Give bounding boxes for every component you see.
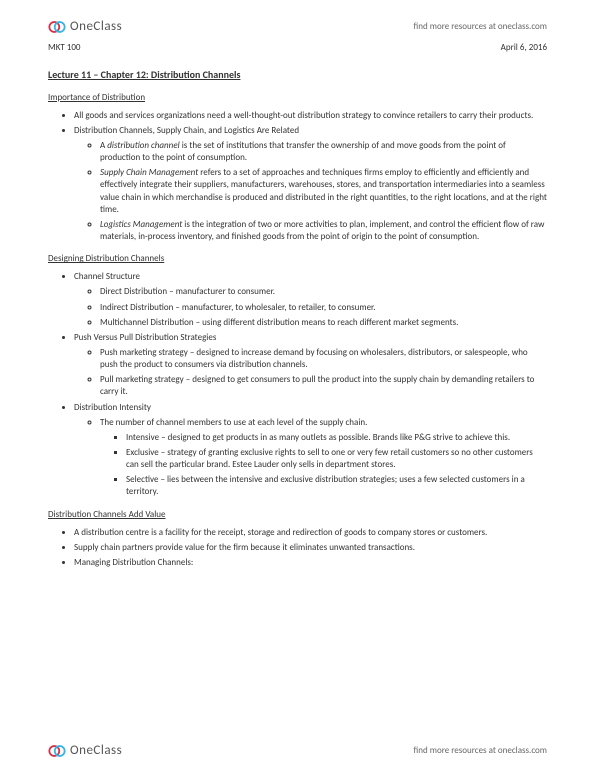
page-header: OneClass find more resources at oneclass…	[48, 18, 547, 36]
list-item: Supply chain partners provide value for …	[74, 542, 547, 554]
resources-link-bottom[interactable]: find more resources at oneclass.com	[414, 745, 547, 757]
addvalue-list: A distribution centre is a facility for …	[48, 527, 547, 569]
logo-icon	[48, 18, 66, 36]
brand-logo: OneClass	[48, 18, 122, 36]
push-pull-sublist: Push marketing strategy – designed to in…	[74, 347, 547, 399]
page-footer: OneClass find more resources at oneclass…	[48, 742, 547, 760]
meta-row: MKT 100 April 6, 2016	[48, 42, 547, 54]
list-item: A distribution channel is the set of ins…	[100, 140, 547, 164]
lecture-title: Lecture 11 – Chapter 12: Distribution Ch…	[48, 68, 547, 82]
section-heading-importance: Importance of Distribution	[48, 92, 547, 104]
channel-structure-sublist: Direct Distribution – manufacturer to co…	[74, 286, 547, 328]
list-item: Supply Chain Management refers to a set …	[100, 167, 547, 216]
list-item: Multichannel Distribution – using differ…	[100, 317, 547, 329]
list-item-text: The number of channel members to use at …	[100, 417, 367, 428]
designing-list: Channel Structure Direct Distribution – …	[48, 271, 547, 498]
intensity-sublist: The number of channel members to use at …	[74, 417, 547, 499]
list-item: Channel Structure Direct Distribution – …	[74, 271, 547, 329]
logo-icon	[48, 742, 66, 760]
list-item: Direct Distribution – manufacturer to co…	[100, 286, 547, 298]
term: Logistics Management	[100, 219, 182, 230]
resources-link-top[interactable]: find more resources at oneclass.com	[414, 21, 547, 33]
list-item-text: Distribution Channels, Supply Chain, and…	[74, 125, 299, 136]
list-item: Distribution Channels, Supply Chain, and…	[74, 125, 547, 243]
list-item-text: Distribution Intensity	[74, 402, 151, 413]
list-item: Intensive – designed to get products in …	[126, 432, 547, 444]
brand-name-footer: OneClass	[70, 742, 122, 760]
list-item: Logistics Management is the integration …	[100, 219, 547, 243]
importance-list: All goods and services organizations nee…	[48, 110, 547, 243]
section-heading-designing: Designing Distribution Channels	[48, 253, 547, 265]
list-item: The number of channel members to use at …	[100, 417, 547, 499]
list-item-text: Push Versus Pull Distribution Strategies	[74, 332, 216, 343]
course-code: MKT 100	[48, 42, 80, 54]
importance-sublist: A distribution channel is the set of ins…	[74, 140, 547, 243]
brand-name: OneClass	[70, 18, 122, 36]
section-heading-addvalue: Distribution Channels Add Value	[48, 509, 547, 521]
list-item: Exclusive – strategy of granting exclusi…	[126, 447, 547, 471]
list-item: Selective – lies between the intensive a…	[126, 474, 547, 498]
list-item: Managing Distribution Channels:	[74, 557, 547, 569]
term: distribution channel	[107, 140, 179, 151]
document-date: April 6, 2016	[501, 42, 547, 54]
brand-logo-footer: OneClass	[48, 742, 122, 760]
list-item: Pull marketing strategy – designed to ge…	[100, 374, 547, 398]
list-item: Distribution Intensity The number of cha…	[74, 402, 547, 499]
list-item-text: Channel Structure	[74, 271, 140, 282]
list-item: Push Versus Pull Distribution Strategies…	[74, 332, 547, 399]
intensity-types-sublist: Intensive – designed to get products in …	[100, 432, 547, 499]
term: Supply Chain Management	[100, 167, 198, 178]
list-item: Push marketing strategy – designed to in…	[100, 347, 547, 371]
list-item: A distribution centre is a facility for …	[74, 527, 547, 539]
list-item: All goods and services organizations nee…	[74, 110, 547, 122]
list-item: Indirect Distribution – manufacturer, to…	[100, 302, 547, 314]
